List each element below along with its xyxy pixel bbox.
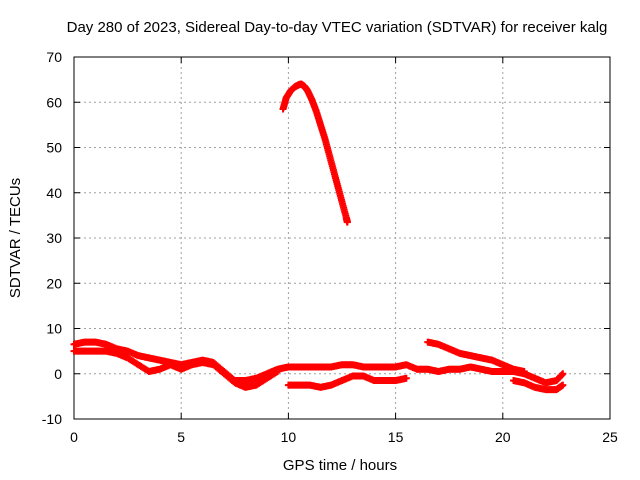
series-afternoon-upper: [424, 338, 528, 375]
data-point: [559, 381, 567, 389]
x-tick-label: 20: [495, 429, 511, 445]
data-markers: [70, 80, 567, 394]
series-late-lower: [510, 377, 567, 394]
series-peak-arc: [279, 80, 351, 226]
data-point: [274, 367, 282, 375]
x-tick-label: 25: [602, 429, 618, 445]
y-tick-label: 20: [46, 275, 62, 291]
x-tick-label: 0: [70, 429, 78, 445]
y-tick-label: 50: [46, 140, 62, 156]
x-tick-label: 10: [281, 429, 297, 445]
y-tick-label: 60: [46, 94, 62, 110]
x-tick-label: 5: [177, 429, 185, 445]
y-tick-label: 30: [46, 230, 62, 246]
chart-title: Day 280 of 2023, Sidereal Day-to-day VTE…: [67, 19, 608, 36]
y-tick-label: 70: [46, 49, 62, 65]
x-axis-label: GPS time / hours: [283, 457, 397, 474]
y-axis-label: SDTVAR / TECUs: [7, 178, 24, 298]
axis-ticks: 0 5 10 15 20 25 -10 0 10 20 30 40 50 60 70: [42, 49, 618, 445]
y-tick-label: 0: [54, 366, 62, 382]
data-point: [343, 218, 351, 226]
x-tick-label: 15: [388, 429, 404, 445]
data-point: [520, 367, 528, 375]
y-tick-label: 40: [46, 185, 62, 201]
series-lower-dips: [284, 372, 410, 391]
data-point: [402, 374, 410, 382]
series-band-lower: [70, 347, 282, 391]
y-tick-label: -10: [42, 411, 62, 427]
data-point: [559, 370, 567, 378]
y-tick-label: 10: [46, 321, 62, 337]
